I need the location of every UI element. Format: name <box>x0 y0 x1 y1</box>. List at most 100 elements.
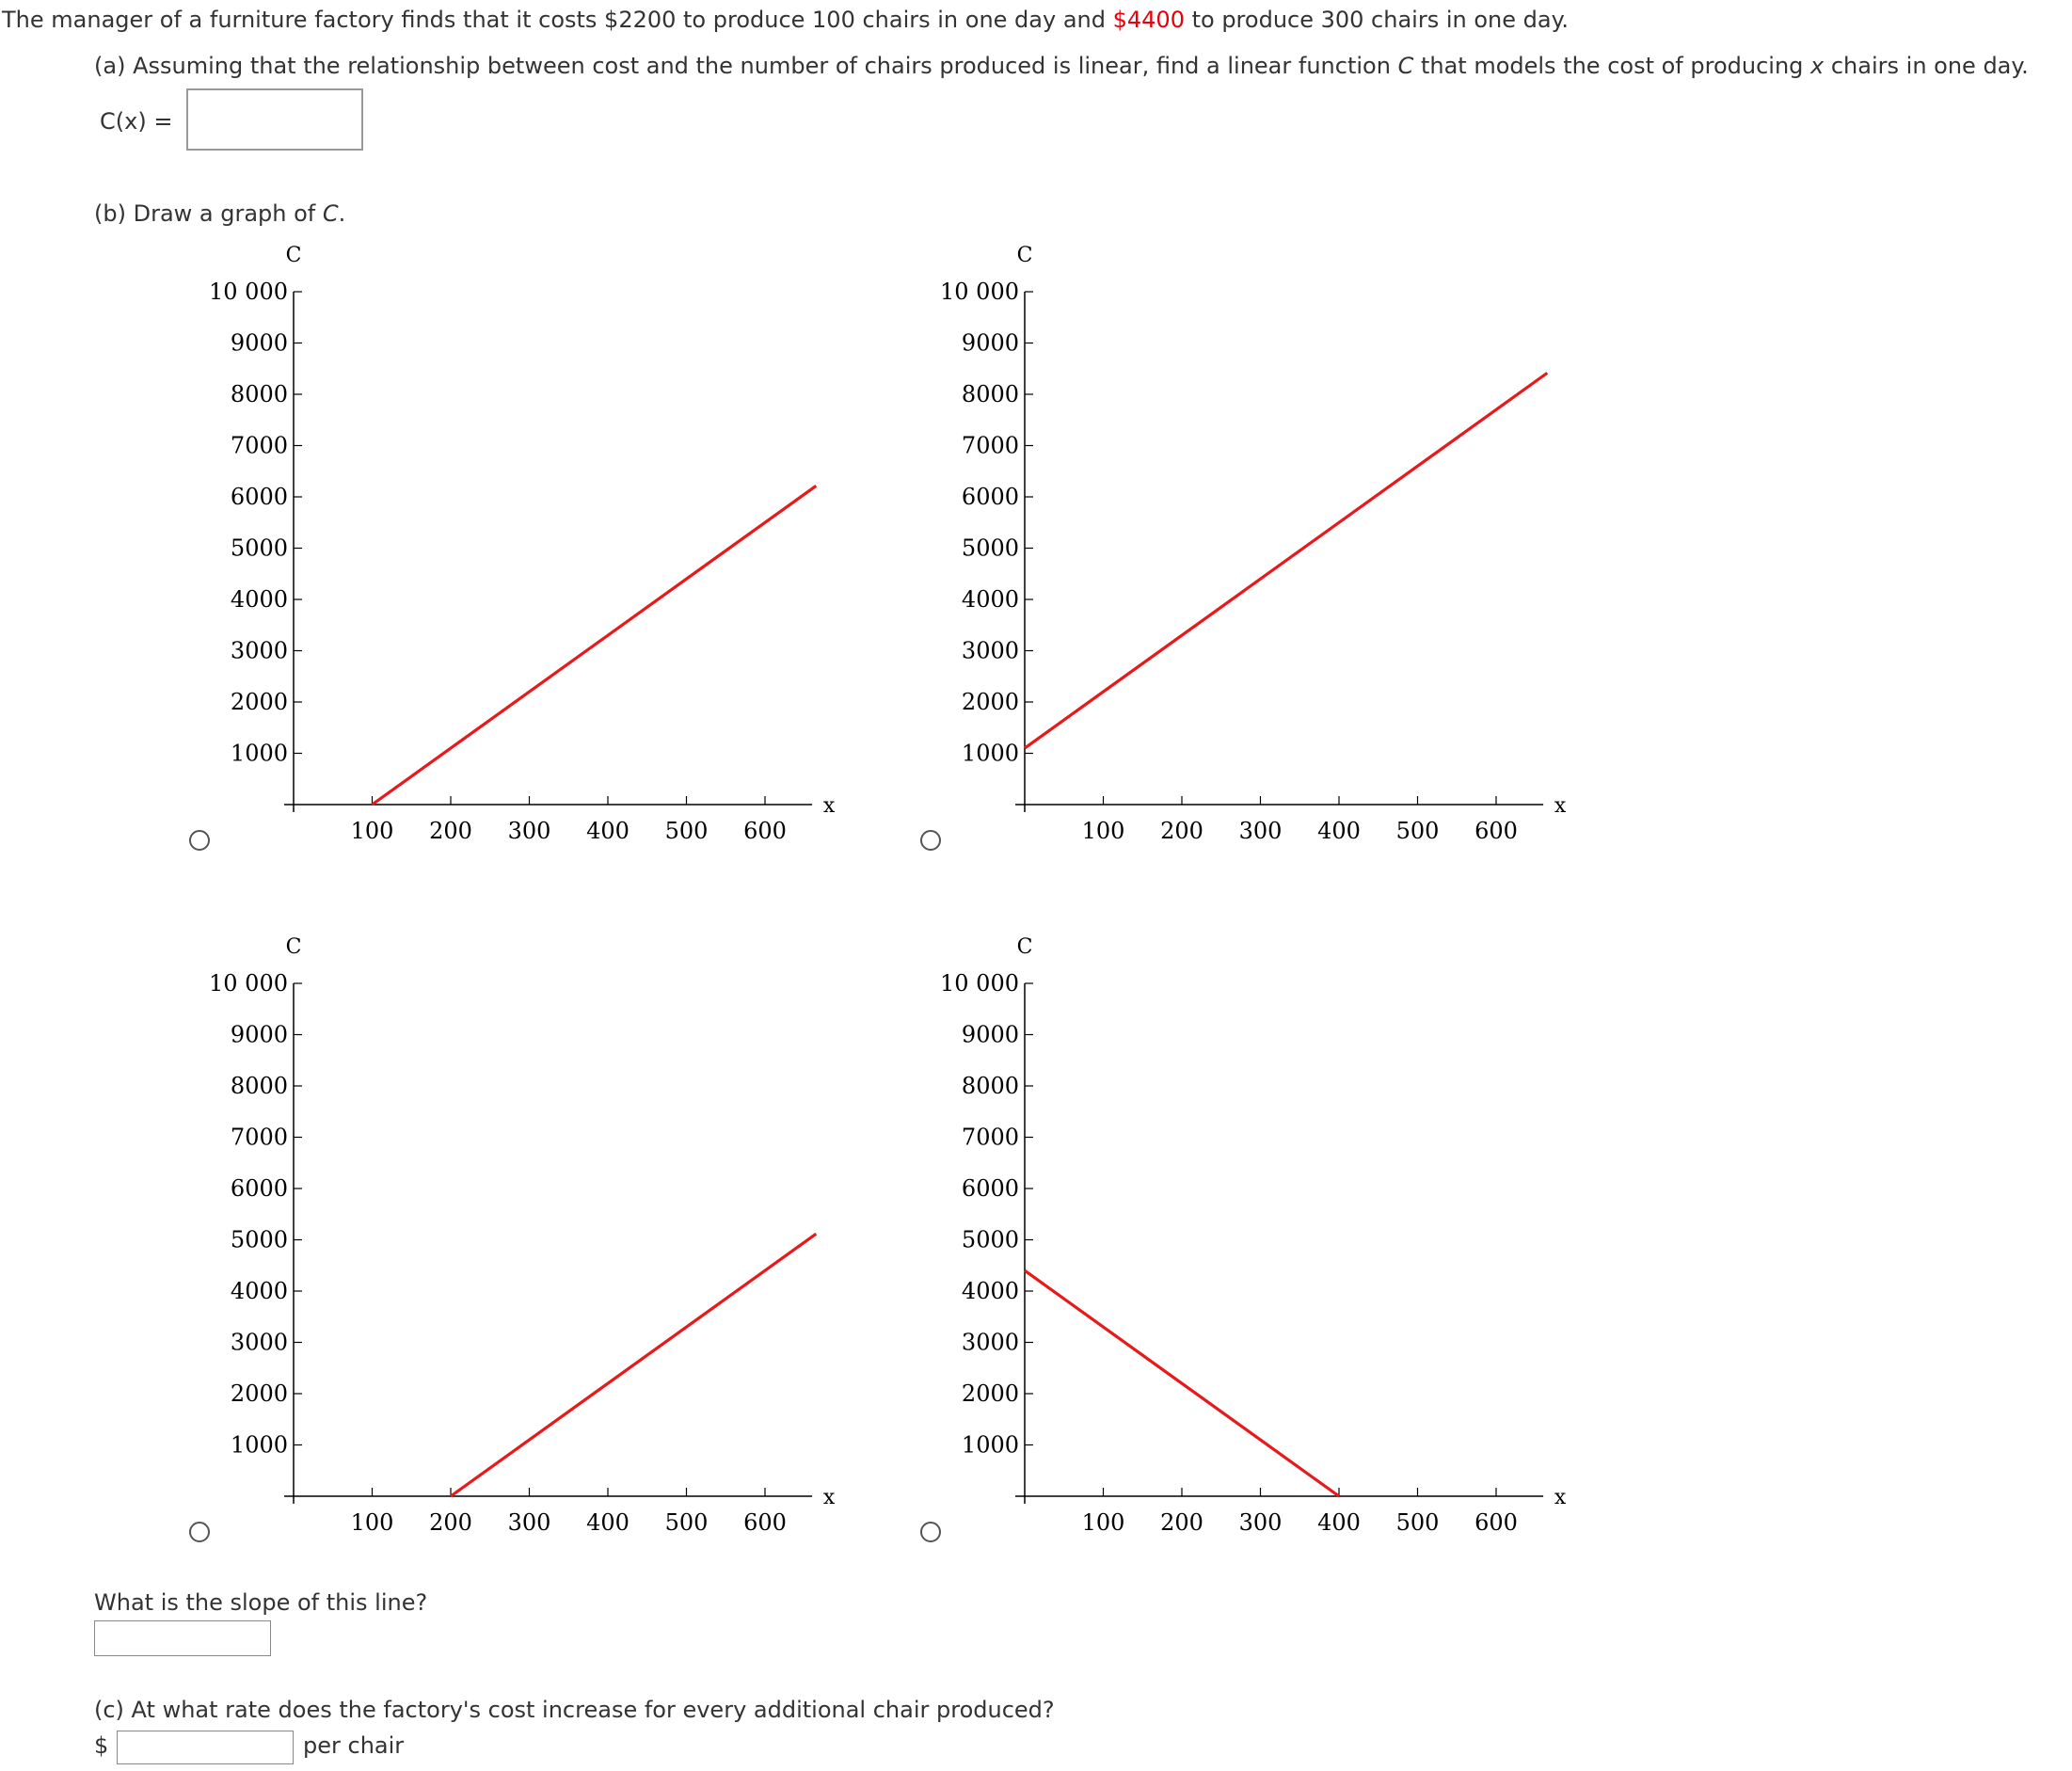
problem-intro: The manager of a furniture factory finds… <box>2 6 1569 34</box>
graph-option-3-radio[interactable] <box>189 1522 210 1542</box>
y-tick-label: 2000 <box>231 689 288 715</box>
graph-option-3: Cx 1000 2000 3000 4000 5000 6000 7000 8000 9000 10… <box>209 935 836 1536</box>
y-tick-label: 5000 <box>962 1227 1019 1253</box>
x-tick-label: 600 <box>743 818 787 844</box>
x-tick-label: 500 <box>665 1509 709 1536</box>
x-tick-label: 400 <box>1317 1509 1361 1536</box>
y-tick-label: 4000 <box>231 1278 288 1304</box>
part-b-var-c: C <box>322 200 339 227</box>
y-tick-label: 10 000 <box>209 279 288 305</box>
y-tick-label: 6000 <box>962 484 1019 510</box>
x-tick-label: 100 <box>1082 818 1125 844</box>
part-b-text-1: (b) Draw a graph of <box>94 200 323 227</box>
y-tick-label: 3000 <box>962 638 1019 664</box>
series-line <box>450 1232 818 1498</box>
part-a-var-c: C <box>1397 53 1414 79</box>
y-tick-label: 9000 <box>962 1022 1019 1048</box>
part-a-question: (a) Assuming that the relationship betwe… <box>94 52 2029 80</box>
x-axis-label: x <box>823 1486 836 1509</box>
graph-option-2-radio[interactable] <box>920 830 941 851</box>
x-tick-label: 300 <box>1239 1509 1283 1536</box>
y-tick-label: 1000 <box>231 741 288 767</box>
x-tick-label: 100 <box>351 818 394 844</box>
y-tick-label: 5000 <box>231 535 288 562</box>
y-tick-label: 1000 <box>962 741 1019 767</box>
y-tick-label: 5000 <box>962 535 1019 562</box>
y-tick-label: 3000 <box>231 638 288 664</box>
y-tick-label: 2000 <box>962 1380 1019 1407</box>
series-line <box>371 484 818 806</box>
y-tick-label: 2000 <box>962 689 1019 715</box>
slope-answer-field[interactable] <box>94 1620 271 1656</box>
y-tick-label: 4000 <box>962 586 1019 613</box>
part-a-text-3: chairs in one day. <box>1824 53 2029 79</box>
y-tick-label: 8000 <box>231 1073 288 1099</box>
x-tick-label: 500 <box>1396 818 1440 844</box>
y-tick-label: 6000 <box>962 1175 1019 1202</box>
y-tick-label: 5000 <box>231 1227 288 1253</box>
y-tick-label: 9000 <box>231 330 288 357</box>
y-tick-label: 7000 <box>962 1125 1019 1151</box>
y-tick-label: 3000 <box>231 1330 288 1356</box>
y-tick-label: 10 000 <box>940 279 1019 305</box>
x-tick-label: 500 <box>665 818 709 844</box>
x-tick-label: 500 <box>1396 1509 1440 1536</box>
y-tick-label: 1000 <box>231 1432 288 1459</box>
graph-option-1: Cx 1000 2000 3000 4000 5000 6000 7000 8000 9000 10… <box>209 244 836 844</box>
y-tick-label: 7000 <box>962 433 1019 459</box>
x-axis-label: x <box>1554 794 1567 818</box>
cx-label: C(x) = <box>100 108 173 135</box>
y-axis-label: C <box>286 935 302 959</box>
graph-option-4: Cx 1000 2000 3000 4000 5000 6000 7000 8000 9000 10… <box>940 935 1567 1536</box>
part-b-text-2: . <box>338 200 346 227</box>
y-axis-label: C <box>286 244 302 267</box>
series-line <box>1024 372 1549 750</box>
x-axis-label: x <box>1554 1486 1567 1509</box>
intro-highlight: $4400 <box>1112 7 1185 33</box>
y-tick-label: 9000 <box>231 1022 288 1048</box>
y-tick-label: 10 000 <box>940 970 1019 997</box>
y-tick-label: 4000 <box>231 586 288 613</box>
currency-symbol: $ <box>94 1732 109 1759</box>
x-tick-label: 300 <box>508 818 551 844</box>
part-a-text-2: that models the cost of producing <box>1413 53 1811 79</box>
y-tick-label: 7000 <box>231 433 288 459</box>
y-tick-label: 2000 <box>231 1380 288 1407</box>
x-axis-label: x <box>823 794 836 818</box>
y-tick-label: 8000 <box>231 381 288 407</box>
series-line <box>1024 1268 1340 1498</box>
y-tick-label: 10 000 <box>209 970 288 997</box>
x-tick-label: 200 <box>429 818 472 844</box>
graph-option-4-radio[interactable] <box>920 1522 941 1542</box>
x-tick-label: 100 <box>1082 1509 1125 1536</box>
y-axis-label: C <box>1017 244 1033 267</box>
graph-option-1-radio[interactable] <box>189 830 210 851</box>
part-c-question: (c) At what rate does the factory's cost… <box>94 1697 1055 1723</box>
x-tick-label: 200 <box>1160 818 1203 844</box>
rate-answer-field[interactable] <box>117 1731 294 1764</box>
y-tick-label: 3000 <box>962 1330 1019 1356</box>
x-tick-label: 200 <box>429 1509 472 1536</box>
y-tick-label: 8000 <box>962 1073 1019 1099</box>
x-tick-label: 600 <box>1474 1509 1518 1536</box>
y-tick-label: 1000 <box>962 1432 1019 1459</box>
graph-option-2: Cx 1000 2000 3000 4000 5000 6000 7000 8000 9000 10… <box>940 244 1567 844</box>
intro-text-1: The manager of a furniture factory finds… <box>2 7 1113 33</box>
part-a-text-1: (a) Assuming that the relationship betwe… <box>94 53 1398 79</box>
x-tick-label: 400 <box>586 818 630 844</box>
y-tick-label: 6000 <box>231 1175 288 1202</box>
y-tick-label: 7000 <box>231 1125 288 1151</box>
y-tick-label: 8000 <box>962 381 1019 407</box>
part-b-prompt: (b) Draw a graph of C. <box>94 199 345 228</box>
x-tick-label: 300 <box>508 1509 551 1536</box>
y-tick-label: 9000 <box>962 330 1019 357</box>
per-chair-label: per chair <box>303 1732 405 1759</box>
slope-question: What is the slope of this line? <box>94 1589 428 1616</box>
x-tick-label: 400 <box>1317 818 1361 844</box>
x-tick-label: 600 <box>1474 818 1518 844</box>
y-tick-label: 4000 <box>962 1278 1019 1304</box>
y-tick-label: 6000 <box>231 484 288 510</box>
x-tick-label: 600 <box>743 1509 787 1536</box>
cx-answer-field[interactable] <box>186 88 363 151</box>
x-tick-label: 100 <box>351 1509 394 1536</box>
